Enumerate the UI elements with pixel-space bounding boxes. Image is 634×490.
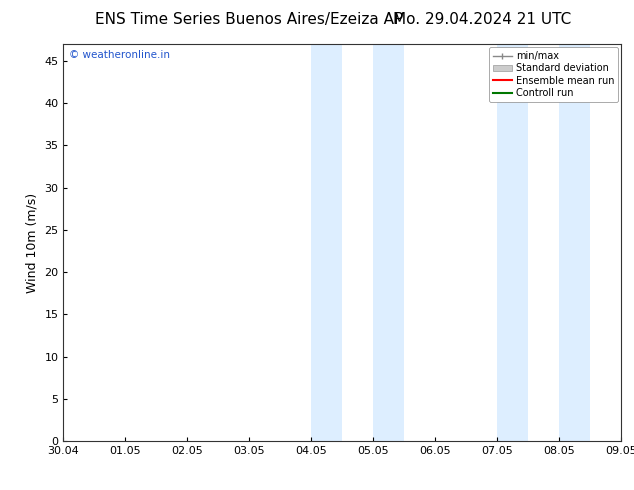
Legend: min/max, Standard deviation, Ensemble mean run, Controll run: min/max, Standard deviation, Ensemble me… xyxy=(489,47,618,102)
Bar xyxy=(311,44,342,441)
Text: Mo. 29.04.2024 21 UTC: Mo. 29.04.2024 21 UTC xyxy=(393,12,571,27)
Text: © weatheronline.in: © weatheronline.in xyxy=(69,50,170,60)
Bar xyxy=(373,44,404,441)
Bar xyxy=(497,44,528,441)
Text: ENS Time Series Buenos Aires/Ezeiza AP: ENS Time Series Buenos Aires/Ezeiza AP xyxy=(95,12,403,27)
Y-axis label: Wind 10m (m/s): Wind 10m (m/s) xyxy=(26,193,39,293)
Bar xyxy=(559,44,590,441)
